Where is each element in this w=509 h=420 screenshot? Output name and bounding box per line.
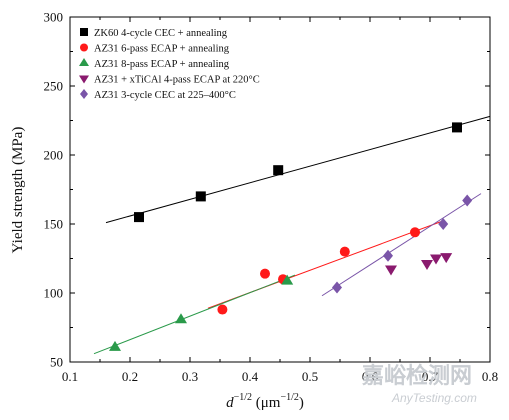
data-point-series-3 — [421, 260, 433, 271]
legend-label-0: ZK60 4-cycle CEC + annealing — [94, 28, 228, 39]
data-point-series-0 — [134, 212, 144, 223]
legend-marker-1 — [80, 43, 88, 52]
data-point-series-4 — [438, 218, 449, 230]
x-tick-label: 0.8 — [482, 369, 498, 384]
x-axis-label: d−1/2 (μm−1/2) — [226, 392, 304, 411]
data-point-series-1 — [339, 246, 350, 257]
legend-marker-0 — [80, 28, 88, 36]
legend: ZK60 4-cycle CEC + annealing AZ31 6-pass … — [79, 28, 260, 101]
legend-label-1: AZ31 6-pass ECAP + annealing — [94, 44, 230, 55]
y-tick-label: 100 — [44, 286, 64, 301]
data-point-series-3 — [430, 254, 442, 265]
legend-marker-3 — [79, 75, 89, 84]
data-point-series-2 — [175, 313, 187, 324]
data-point-series-4 — [383, 249, 393, 262]
data-point-series-0 — [452, 122, 462, 133]
data-point-series-2 — [109, 340, 121, 351]
data-point-series-0 — [195, 191, 206, 202]
x-tick-label: 0.2 — [122, 369, 138, 384]
y-tick-label: 150 — [44, 217, 64, 232]
fit-line-series-0 — [105, 115, 491, 224]
legend-marker-2 — [79, 58, 89, 66]
x-axis-label-var-exp: −1/2 — [234, 392, 252, 403]
data-point-series-1 — [260, 268, 270, 279]
data-point-series-4 — [462, 194, 473, 207]
watermark-en: AnyTesting.com — [391, 391, 477, 405]
y-tick-label: 250 — [44, 79, 64, 94]
fit-lines — [93, 115, 491, 355]
x-tick-label: 0.1 — [62, 369, 78, 384]
x-axis-label-close: ) — [299, 395, 304, 411]
data-point-series-0 — [273, 165, 284, 176]
x-axis-label-units-exp: −1/2 — [280, 392, 298, 403]
legend-label-4: AZ31 3-cycle CEC at 225–400°C — [94, 90, 236, 101]
y-tick-label: 50 — [50, 355, 63, 370]
legend-label-3: AZ31 + xTiCAl 4-pass ECAP at 220°C — [94, 75, 260, 86]
data-point-series-2 — [281, 274, 294, 285]
x-tick-label: 0.3 — [182, 369, 198, 384]
fit-line-series-2 — [93, 274, 296, 355]
x-axis-label-units: (μm — [252, 395, 281, 411]
data-points — [109, 122, 473, 351]
fit-line-series-4 — [321, 193, 482, 297]
x-tick-label: 0.7 — [422, 369, 439, 384]
data-point-series-1 — [217, 304, 228, 315]
axes: 0.1 0.2 0.3 0.4 0.5 0.6 0.7 0.8 50 100 150 200 250 30… — [44, 10, 499, 385]
y-tick-label: 200 — [44, 148, 64, 163]
x-axis-label-var: d — [226, 395, 234, 411]
legend-marker-4 — [80, 89, 88, 99]
data-point-series-3 — [440, 253, 453, 264]
data-point-series-1 — [410, 227, 420, 238]
data-point-series-4 — [332, 281, 342, 294]
legend-label-2: AZ31 8-pass ECAP + annealing — [94, 59, 230, 70]
y-axis-label: Yield strength (MPa) — [10, 127, 26, 254]
data-point-series-3 — [385, 265, 397, 276]
x-tick-label: 0.5 — [302, 369, 318, 384]
x-tick-label: 0.4 — [242, 369, 259, 384]
watermark-cn: 嘉峪检测网 — [362, 363, 472, 389]
y-tick-label: 300 — [44, 10, 64, 25]
x-tick-label: 0.6 — [362, 369, 379, 384]
